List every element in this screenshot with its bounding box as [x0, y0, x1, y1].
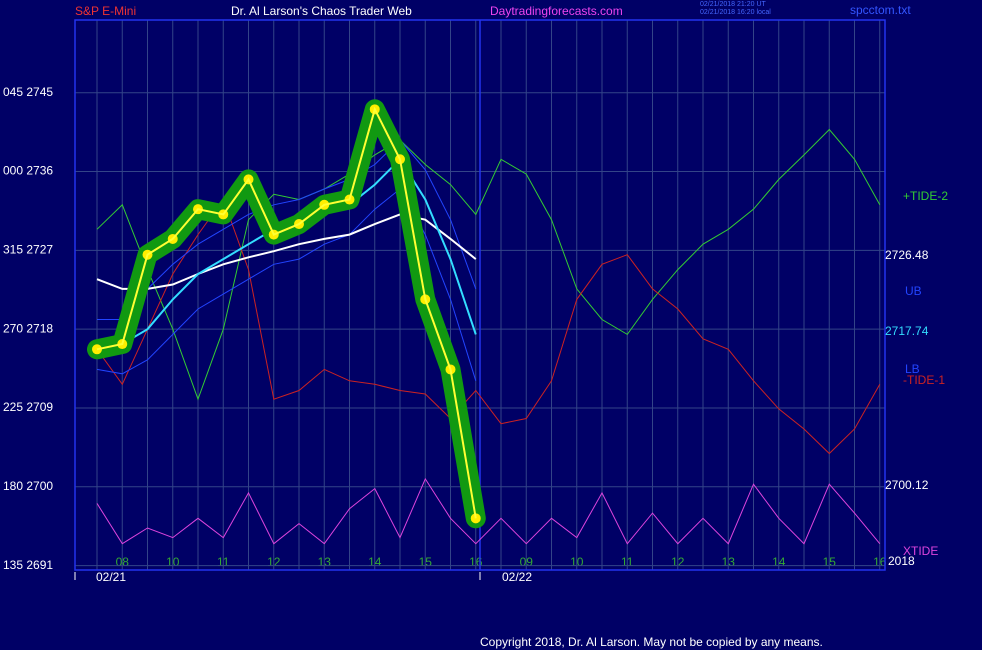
stamp-local: 02/21/2018 16:20 local	[700, 9, 771, 16]
x-tick-label: 13	[722, 555, 736, 569]
symbol: S&P E-Mini	[75, 4, 136, 18]
site-url: Daytradingforecasts.com	[490, 4, 623, 18]
x-tick-label: 15	[823, 555, 837, 569]
y-tick-label: 225 2709	[3, 400, 53, 414]
legend-entry: LB	[905, 362, 920, 376]
x-tick-label: 11	[217, 555, 230, 569]
x-tick-label: 12	[671, 555, 685, 569]
x-tick-label: 10	[166, 555, 180, 569]
copyright: Copyright 2018, Dr. Al Larson. May not b…	[480, 635, 823, 649]
x-tick-label: 14	[368, 555, 382, 569]
x-tick-label: 14	[772, 555, 786, 569]
file-name: spcctom.txt	[850, 3, 911, 17]
series-line	[96, 106, 477, 519]
y-tick-label: 315 2727	[3, 243, 53, 257]
legend-entry: UB	[905, 284, 922, 298]
x-tick-label: 15	[419, 555, 433, 569]
date-label: 02/21	[96, 570, 126, 584]
y-tick-label: 270 2718	[3, 321, 53, 335]
x-tick-label: 10	[570, 555, 584, 569]
series-line	[97, 139, 477, 320]
last-value: 2717.74	[885, 324, 929, 338]
y-tick-label: 045 2745	[3, 85, 53, 99]
y-tick-label: 180 2700	[3, 479, 53, 493]
x-tick-label: 12	[267, 555, 281, 569]
site-title: Dr. Al Larson's Chaos Trader Web	[231, 4, 412, 18]
legend-entry: +TIDE-2	[903, 189, 948, 203]
date-label: 02/22	[502, 570, 532, 584]
series-line	[96, 128, 881, 401]
y-tick-label: 135 2691	[3, 558, 53, 572]
stamp-ut: 02/21/2018 21:20 UT	[700, 1, 766, 8]
series-line	[96, 477, 881, 545]
y-tick-label: 000 2736	[3, 164, 53, 178]
price-dot	[470, 513, 481, 524]
x-tick-label: 08	[116, 555, 130, 569]
last-value: 2726.48	[885, 248, 929, 262]
x-tick-label: 11	[621, 555, 634, 569]
legend-entry: XTIDE	[903, 544, 938, 558]
x-tick-label: 09	[520, 555, 534, 569]
year-label: 2018	[888, 554, 915, 568]
x-tick-label: 13	[318, 555, 332, 569]
legend-entry: -TIDE-1	[903, 373, 945, 387]
last-value: 2700.12	[885, 478, 929, 492]
